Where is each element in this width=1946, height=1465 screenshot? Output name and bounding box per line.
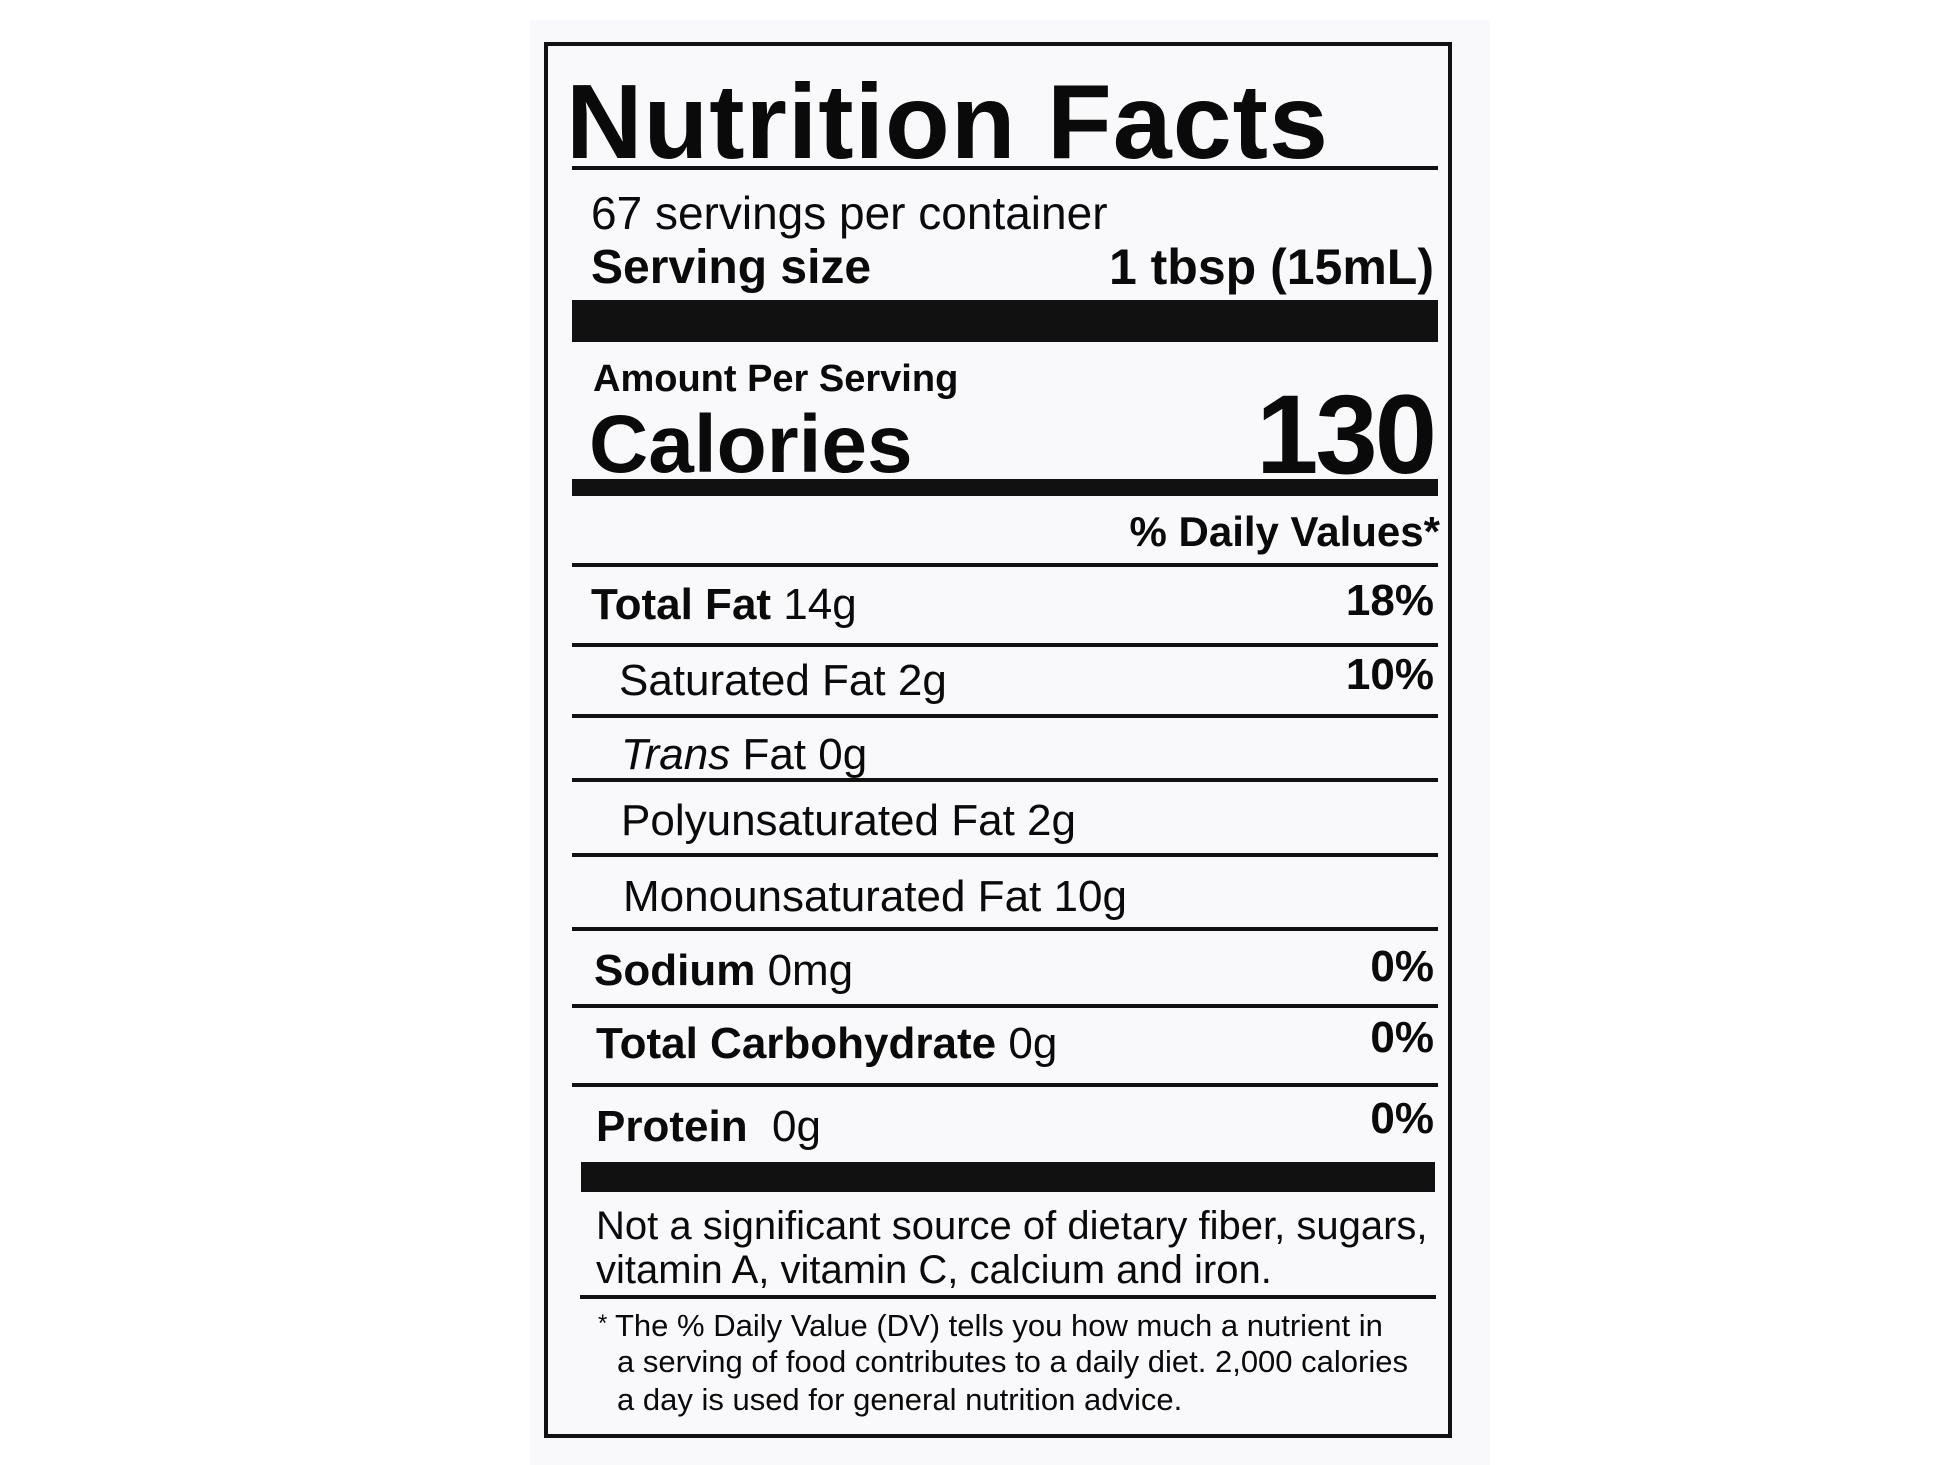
nutrient-name: Polyunsaturated Fat [621, 796, 1015, 845]
nutrient-name: Fat [742, 730, 807, 779]
divider [572, 853, 1438, 857]
nutrient-dv: 18% [1345, 576, 1434, 625]
label-background [530, 20, 1490, 1465]
nutrient-name: Protein [596, 1102, 748, 1151]
serving-size-label: Serving size [591, 241, 872, 294]
divider [572, 714, 1438, 718]
nutrient-amount: 14g [783, 580, 857, 629]
nutrient-amount: 0g [818, 730, 868, 779]
label-title: Nutrition Facts [566, 63, 1329, 181]
nutrient-dv: 0% [1370, 942, 1434, 991]
footnote-line1: The % Daily Value (DV) tells you how muc… [615, 1308, 1383, 1343]
nutrient-name: Total Carbohydrate [596, 1019, 997, 1068]
divider [572, 563, 1438, 567]
nutrient-amount: 0g [1008, 1019, 1058, 1068]
calories-value: 130 [1256, 372, 1437, 497]
nutrient-row-sodium: Sodium 0mg [594, 946, 853, 996]
not-significant-line2: vitamin A, vitamin C, calcium and iron. [596, 1248, 1272, 1292]
divider [572, 166, 1438, 170]
nutrient-row-protein: Protein 0g [596, 1102, 821, 1152]
nutrient-name: Total Fat [591, 580, 772, 629]
divider [572, 778, 1438, 782]
footnote-line3: a day is used for general nutrition advi… [617, 1382, 1183, 1417]
nutrient-row-trans-fat: Trans Fat 0g [621, 730, 867, 780]
amount-per-serving: Amount Per Serving [593, 358, 959, 400]
nutrient-dv: 0% [1370, 1094, 1434, 1143]
nutrient-dv: 10% [1345, 650, 1434, 699]
nutrient-row-saturated-fat: Saturated Fat 2g [619, 656, 947, 706]
thick-divider [581, 1162, 1435, 1192]
footnote-star: * [598, 1310, 608, 1337]
nutrient-name-italic: Trans [621, 730, 731, 779]
divider [572, 1083, 1438, 1087]
divider [572, 643, 1438, 647]
nutrient-name: Sodium [594, 946, 756, 995]
nutrient-amount: 2g [1027, 796, 1076, 845]
thick-divider [572, 300, 1438, 342]
nutrition-facts-panel [544, 42, 1452, 1438]
footnote-line2: a serving of food contributes to a daily… [617, 1344, 1408, 1379]
serving-size-value: 1 tbsp (15mL) [1108, 239, 1434, 295]
nutrient-amount: 0mg [767, 946, 854, 995]
nutrient-row-polyunsaturated-fat: Polyunsaturated Fat 2g [621, 796, 1076, 846]
nutrient-row-total-carbohydrate: Total Carbohydrate 0g [596, 1019, 1057, 1069]
calories-label: Calories [589, 399, 913, 490]
nutrient-row-total-fat: Total Fat 14g [591, 580, 857, 630]
medium-divider [572, 479, 1438, 496]
divider [572, 1004, 1438, 1008]
not-significant-line1: Not a significant source of dietary fibe… [596, 1204, 1428, 1248]
nutrient-name: Monounsaturated Fat [623, 872, 1042, 921]
divider [572, 927, 1438, 931]
daily-values-header: % Daily Values* [1129, 508, 1440, 555]
divider [580, 1295, 1436, 1299]
nutrient-dv: 0% [1370, 1013, 1434, 1062]
nutrient-row-monounsaturated-fat: Monounsaturated Fat 10g [623, 872, 1127, 922]
nutrient-amount: 0g [772, 1102, 821, 1151]
nutrient-amount: 10g [1053, 872, 1127, 921]
nutrient-name: Saturated Fat [619, 656, 886, 705]
servings-per-container: 67 servings per container [591, 187, 1108, 239]
nutrient-amount: 2g [897, 656, 947, 705]
